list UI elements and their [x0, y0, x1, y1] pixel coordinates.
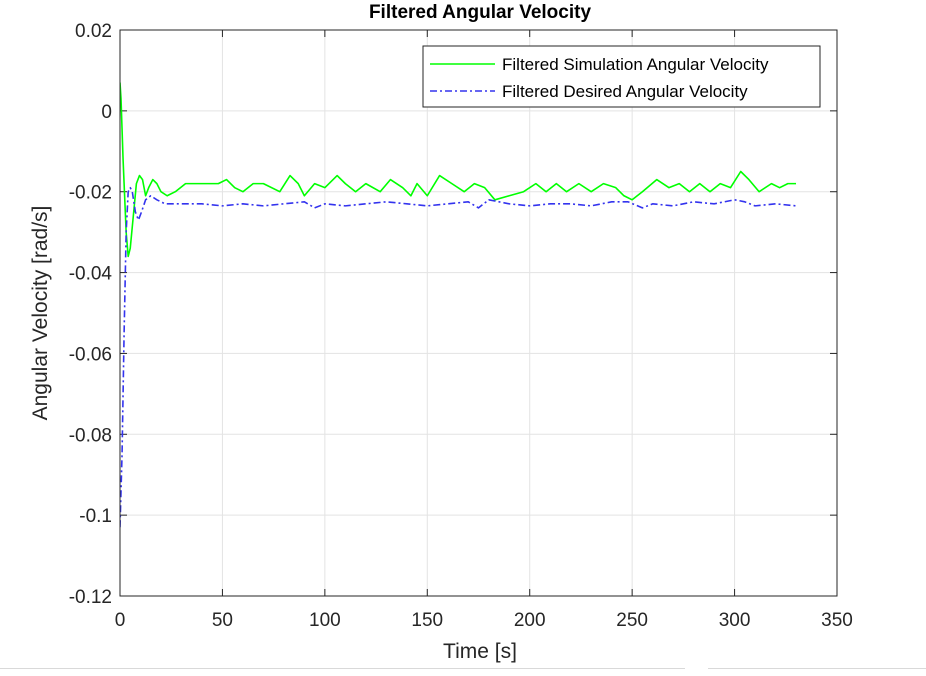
legend-label-simulation: Filtered Simulation Angular Velocity	[502, 55, 769, 74]
x-tick-label: 50	[212, 610, 233, 631]
x-tick-label: 250	[616, 610, 648, 631]
series-line-simulation	[120, 82, 797, 258]
x-tick-label: 150	[411, 610, 443, 631]
legend-box	[422, 45, 821, 108]
x-axis-label: Time [s]	[443, 640, 517, 663]
y-tick-label: -0.12	[69, 587, 112, 608]
x-tick-label: 200	[514, 610, 546, 631]
y-tick-label: -0.08	[69, 425, 112, 446]
legend-label-desired: Filtered Desired Angular Velocity	[502, 82, 748, 101]
series-line-desired	[120, 186, 797, 528]
y-tick-labels: 0.02 0 -0.02 -0.04 -0.06 -0.08 -0.1 -0.12	[69, 21, 113, 608]
y-tick-label: -0.02	[69, 183, 112, 204]
x-tick-label: 350	[821, 610, 853, 631]
y-axis-label: Angular Velocity [rad/s]	[29, 206, 52, 421]
grid	[119, 29, 838, 597]
chart-title: Filtered Angular Velocity	[369, 2, 592, 23]
y-tick-label: -0.04	[69, 264, 113, 285]
legend: Filtered Simulation Angular Velocity Fil…	[422, 45, 821, 108]
y-tick-label: 0.02	[75, 21, 112, 42]
series-group	[120, 82, 797, 528]
x-tick-label: 0	[115, 610, 126, 631]
plot-area	[120, 30, 837, 596]
x-tick-label: 100	[309, 610, 341, 631]
x-tick-labels: 0 50 100 150 200 250 300 350	[115, 610, 853, 631]
plot-frame	[119, 29, 838, 597]
x-tick-label: 300	[719, 610, 751, 631]
bottom-strip	[0, 668, 926, 676]
y-tick-label: -0.1	[79, 506, 112, 527]
y-tick-label: 0	[101, 102, 112, 123]
y-tick-label: -0.06	[69, 344, 112, 365]
bottom-divider-left	[0, 668, 685, 669]
bottom-divider-right	[708, 668, 926, 669]
